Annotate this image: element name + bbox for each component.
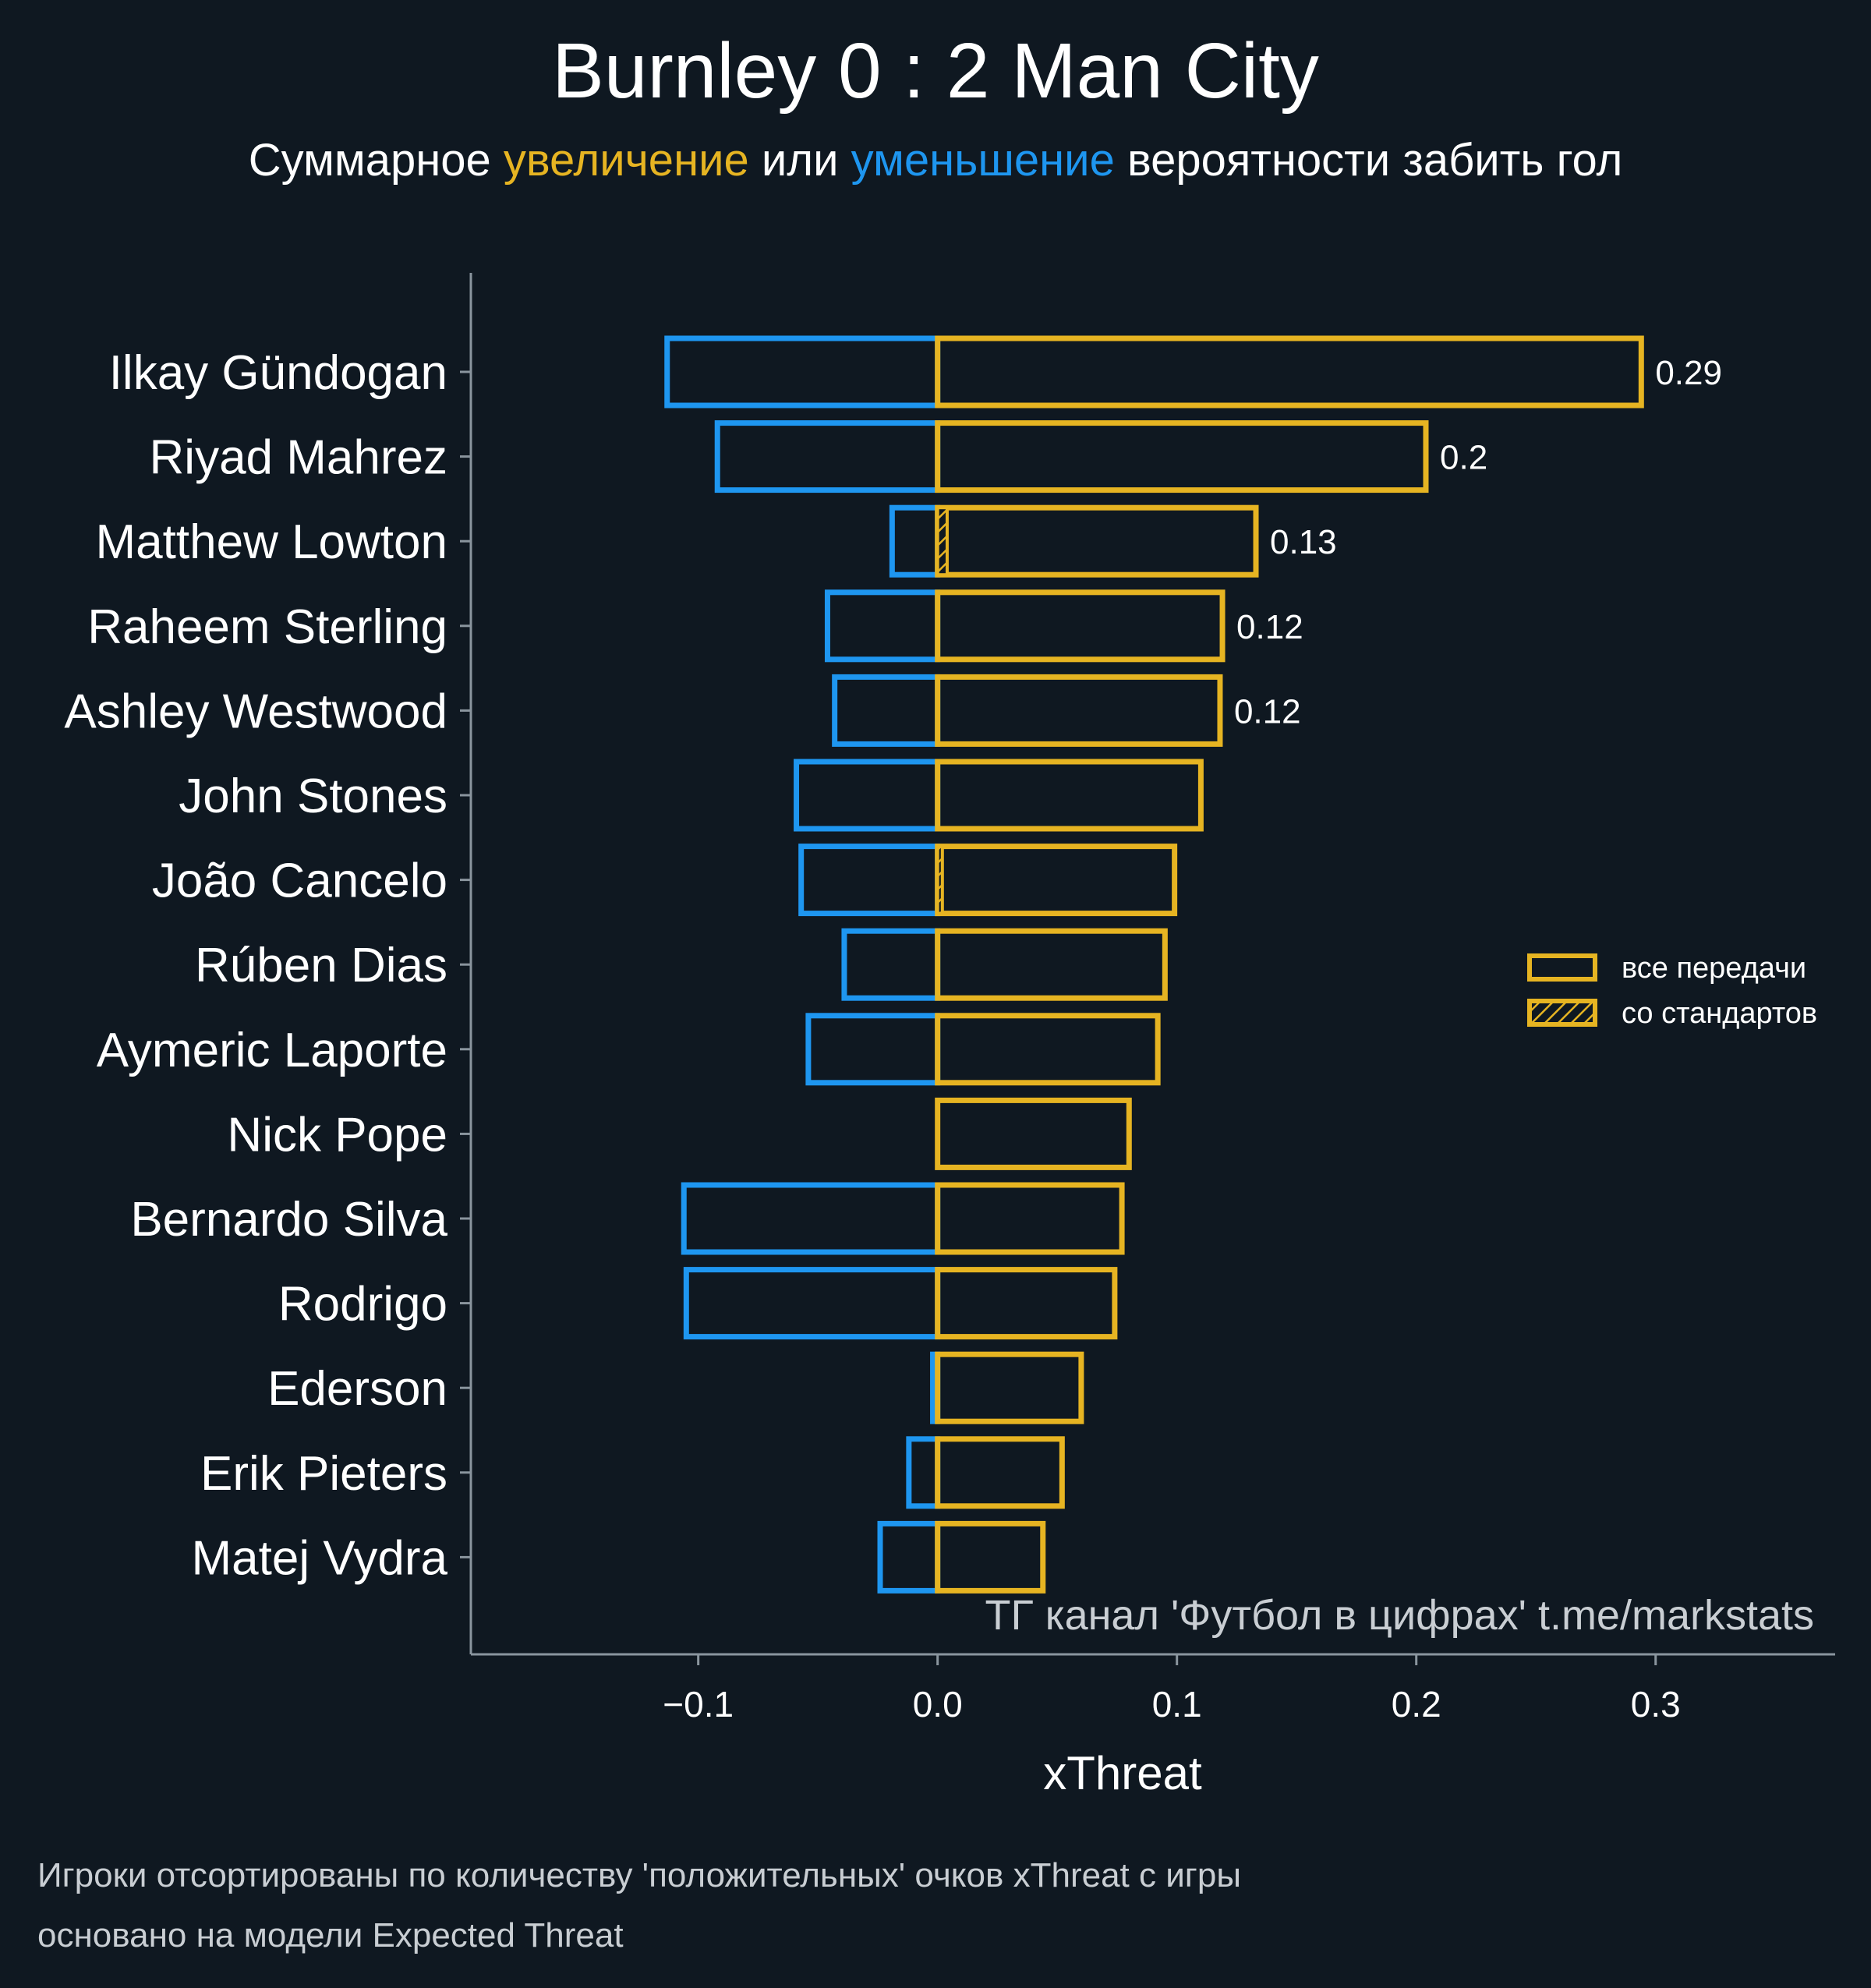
bar-positive bbox=[935, 928, 1168, 1001]
x-tick-label: 0.3 bbox=[1631, 1684, 1681, 1724]
y-tick-label: João Cancelo bbox=[152, 854, 447, 908]
footnote-line-2: основано на модели Expected Threat bbox=[37, 1916, 624, 1954]
y-tick-label: Rodrigo bbox=[278, 1278, 447, 1332]
bar-negative bbox=[824, 589, 941, 663]
bar-negative bbox=[664, 335, 941, 409]
x-tick-label: 0.1 bbox=[1152, 1684, 1202, 1724]
watermark: ТГ канал 'Футбол в цифрах' t.me/markstat… bbox=[985, 1592, 1814, 1639]
bar-positive bbox=[935, 1520, 1046, 1594]
x-tick-label: −0.1 bbox=[663, 1684, 734, 1724]
legend-label: со стандартов bbox=[1622, 997, 1817, 1030]
bar-positive bbox=[935, 1097, 1132, 1170]
bar-negative bbox=[877, 1520, 941, 1594]
y-tick-label: Raheem Sterling bbox=[87, 600, 447, 654]
bar-negative bbox=[798, 844, 941, 917]
bars bbox=[664, 335, 1644, 1594]
bar-negative bbox=[889, 504, 941, 578]
bar-negative bbox=[794, 759, 941, 832]
y-tick-label: Nick Pope bbox=[227, 1108, 447, 1162]
y-tick-label: Ilkay Gündogan bbox=[109, 346, 447, 400]
value-labels: 0.29 0.2 0.13 0.12 0.12 bbox=[1234, 354, 1722, 730]
data-label: 0.2 bbox=[1440, 439, 1487, 477]
y-tick-label: Aymeric Laporte bbox=[97, 1024, 447, 1077]
legend-swatch-outline bbox=[1527, 953, 1597, 982]
bar-negative bbox=[714, 420, 941, 493]
y-tick-label: Ashley Westwood bbox=[64, 684, 447, 738]
data-label: 0.29 bbox=[1655, 354, 1722, 392]
y-tick-label: Rúben Dias bbox=[195, 939, 447, 992]
y-tick-label: Erik Pieters bbox=[200, 1447, 447, 1501]
x-tick-labels: −0.1 0.0 0.1 0.2 0.3 bbox=[663, 1684, 1680, 1724]
bar-positive bbox=[935, 1267, 1118, 1340]
bar-negative bbox=[683, 1267, 941, 1340]
y-tick-label: Matej Vydra bbox=[192, 1531, 448, 1585]
chart-subtitle: Суммарное увеличение или уменьшение веро… bbox=[249, 135, 1623, 186]
bar-positive bbox=[935, 1351, 1084, 1424]
subtitle-part-plain: или bbox=[749, 135, 851, 186]
data-label: 0.12 bbox=[1234, 692, 1301, 730]
x-tick-label: 0.0 bbox=[913, 1684, 963, 1724]
x-axis-title: xThreat bbox=[1043, 1747, 1202, 1799]
legend-label: все передачи bbox=[1622, 952, 1806, 985]
bar-positive bbox=[935, 759, 1204, 832]
subtitle-part-negative: уменьшение bbox=[851, 135, 1115, 186]
bar-positive-setpiece bbox=[936, 844, 944, 915]
bar-positive bbox=[935, 1182, 1125, 1255]
footnote-line-1: Игроки отсортированы по количеству 'поло… bbox=[37, 1856, 1241, 1894]
y-tick-label: John Stones bbox=[179, 769, 447, 823]
chart-title: Burnley 0 : 2 Man City bbox=[552, 27, 1319, 115]
bar-positive bbox=[935, 674, 1223, 747]
bar-positive bbox=[935, 504, 1259, 578]
bar-negative bbox=[832, 674, 941, 747]
bar-positive-setpiece bbox=[936, 506, 949, 577]
bar-positive bbox=[935, 1013, 1161, 1086]
y-tick-label: Ederson bbox=[267, 1362, 447, 1416]
bar-positive bbox=[935, 589, 1226, 663]
x-tick-label: 0.2 bbox=[1392, 1684, 1441, 1724]
data-label: 0.13 bbox=[1270, 523, 1337, 561]
bar-positive bbox=[935, 420, 1429, 493]
bar-positive bbox=[935, 844, 1178, 917]
bar-positive bbox=[935, 335, 1644, 409]
bar-negative bbox=[841, 928, 941, 1001]
subtitle-part-positive: увеличение bbox=[504, 135, 749, 186]
legend: все передачи со стандартов bbox=[1527, 952, 1817, 1030]
data-label: 0.12 bbox=[1236, 608, 1303, 646]
bar-positive bbox=[935, 1436, 1065, 1509]
y-tick-labels: Ilkay Gündogan Riyad Mahrez Matthew Lowton… bbox=[64, 346, 447, 1585]
axes bbox=[460, 273, 1835, 1665]
y-tick-label: Riyad Mahrez bbox=[150, 431, 447, 485]
bar-negative bbox=[805, 1013, 941, 1086]
bar-negative bbox=[681, 1182, 941, 1255]
y-tick-label: Matthew Lowton bbox=[96, 515, 447, 569]
subtitle-part-plain: вероятности забить гол bbox=[1115, 135, 1622, 186]
y-tick-label: Bernardo Silva bbox=[130, 1193, 447, 1247]
legend-swatch-hatched bbox=[1527, 999, 1597, 1027]
bar-negative bbox=[906, 1436, 941, 1509]
subtitle-part-plain: Суммарное bbox=[249, 135, 504, 186]
